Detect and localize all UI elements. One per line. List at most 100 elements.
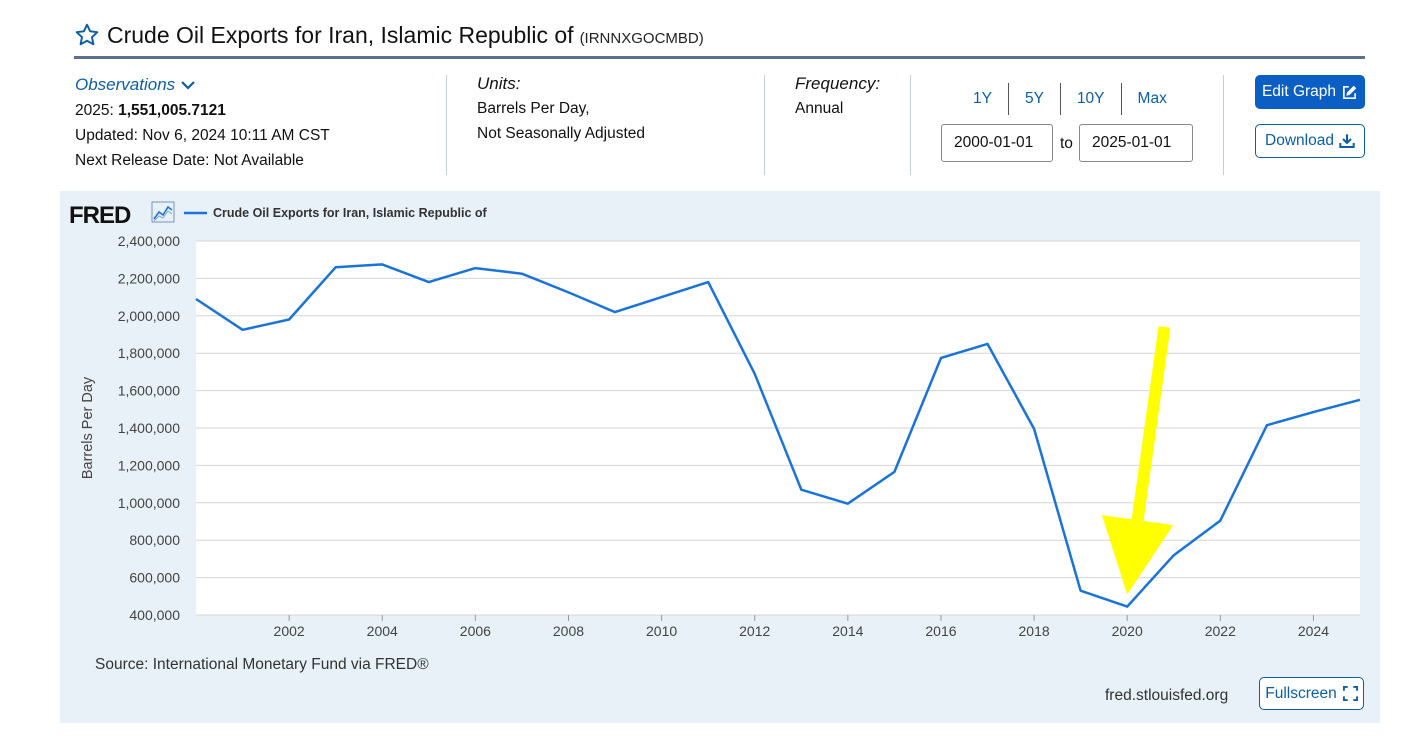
fullscreen-icon [1342, 686, 1358, 701]
x-tick-label: 2010 [646, 623, 677, 639]
y-tick-label: 1,400,000 [118, 420, 180, 436]
edit-icon [1343, 85, 1357, 99]
data-point[interactable] [705, 279, 711, 285]
range-buttons: 1Y 5Y 10Y Max [957, 83, 1183, 115]
edit-graph-button[interactable]: Edit Graph [1255, 75, 1365, 109]
data-point[interactable] [985, 341, 991, 347]
data-point[interactable] [798, 487, 804, 493]
data-point[interactable] [1310, 409, 1316, 415]
data-point[interactable] [752, 371, 758, 377]
to-label: to [1060, 135, 1073, 152]
download-label: Download [1265, 132, 1334, 149]
data-point[interactable] [1031, 426, 1037, 432]
frequency-label: Frequency: [795, 74, 881, 93]
y-tick-label: 400,000 [129, 607, 180, 623]
title-row: Crude Oil Exports for Iran, Islamic Repu… [74, 18, 704, 52]
y-axis-title: Barrels Per Day [80, 376, 96, 479]
end-date-input[interactable] [1079, 124, 1193, 162]
data-point[interactable] [240, 327, 246, 333]
data-point[interactable] [519, 271, 525, 277]
data-point[interactable] [333, 264, 339, 270]
data-point[interactable] [1078, 588, 1084, 594]
observations-label: Observations [75, 75, 176, 94]
download-icon [1339, 134, 1355, 148]
x-tick-label: 2024 [1298, 623, 1329, 639]
y-tick-label: 600,000 [129, 570, 180, 586]
y-tick-label: 2,000,000 [118, 308, 180, 324]
x-tick-label: 2022 [1205, 623, 1236, 639]
range-1y-button[interactable]: 1Y [973, 90, 992, 107]
divider [1120, 83, 1122, 115]
divider [1059, 83, 1061, 115]
units-line1: Barrels Per Day, [477, 100, 590, 117]
legend-label[interactable]: Crude Oil Exports for Iran, Islamic Repu… [213, 206, 488, 220]
y-tick-label: 800,000 [129, 532, 180, 548]
latest-value: 1,551,005.7121 [118, 102, 226, 119]
fred-logo: FRED [69, 202, 131, 229]
series-id: (IRNNXGOCMBD) [579, 29, 704, 47]
data-point[interactable] [1217, 518, 1223, 524]
units-label: Units: [477, 74, 521, 93]
range-5y-button[interactable]: 5Y [1024, 90, 1044, 107]
data-point[interactable] [891, 469, 897, 475]
updated-text: Updated: Nov 6, 2024 10:11 AM CST [75, 127, 330, 144]
x-tick-label: 2020 [1112, 623, 1143, 639]
range-max-button[interactable]: Max [1137, 90, 1167, 107]
chart-trend-icon [151, 201, 175, 223]
title-divider [74, 56, 1365, 59]
series-line[interactable] [195, 263, 1361, 608]
chart: FRED Crude Oil Exports for Iran, Islamic… [69, 201, 1363, 639]
edit-graph-label: Edit Graph [1261, 83, 1337, 100]
data-point[interactable] [659, 294, 665, 300]
data-point[interactable] [845, 501, 851, 507]
next-release-text: Next Release Date: Not Available [75, 152, 304, 169]
data-point[interactable] [472, 265, 478, 271]
divider [1223, 75, 1224, 175]
source-text: Source: International Monetary Fund via … [95, 656, 429, 673]
y-tick-label: 1,200,000 [118, 457, 180, 473]
latest-period: 2025: [75, 102, 114, 119]
chart-panel: FRED Crude Oil Exports for Iran, Islamic… [60, 191, 1380, 723]
data-point[interactable] [426, 279, 432, 285]
x-tick-label: 2002 [274, 623, 305, 639]
start-date-input[interactable] [941, 124, 1053, 162]
y-tick-label: 1,800,000 [118, 345, 180, 361]
y-tick-label: 1,600,000 [118, 383, 180, 399]
data-point[interactable] [379, 261, 385, 267]
fullscreen-label: Fullscreen [1265, 684, 1337, 702]
page-title: Crude Oil Exports for Iran, Islamic Repu… [107, 21, 574, 48]
x-tick-label: 2016 [925, 623, 956, 639]
download-button[interactable]: Download [1255, 124, 1365, 158]
star-icon[interactable] [74, 22, 100, 48]
observations-block: Observations 2025: 1,551,005.7121 Update… [75, 72, 330, 173]
units-block: Units: Barrels Per Day, Not Seasonally A… [477, 71, 645, 146]
frequency-value: Annual [795, 100, 844, 117]
data-point[interactable] [938, 355, 944, 361]
divider [1007, 83, 1009, 115]
data-point[interactable] [193, 296, 199, 302]
y-tick-label: 1,000,000 [118, 495, 180, 511]
chevron-down-icon [181, 80, 195, 90]
x-tick-label: 2018 [1019, 623, 1050, 639]
units-line2: Not Seasonally Adjusted [477, 125, 646, 142]
y-tick-label: 2,400,000 [118, 233, 180, 249]
data-point[interactable] [1357, 397, 1363, 403]
divider [910, 75, 911, 175]
x-tick-label: 2012 [739, 623, 770, 639]
frequency-block: Frequency: Annual [795, 71, 880, 121]
fullscreen-button[interactable]: Fullscreen [1259, 677, 1364, 710]
divider [446, 75, 447, 175]
data-point[interactable] [565, 289, 571, 295]
data-point[interactable] [612, 309, 618, 315]
credit-link[interactable]: fred.stlouisfed.org [1105, 687, 1229, 704]
range-10y-button[interactable]: 10Y [1076, 90, 1105, 107]
observations-dropdown[interactable]: Observations [75, 72, 196, 97]
x-tick-label: 2008 [553, 623, 584, 639]
annotation-arrow [1101, 326, 1174, 595]
divider [764, 75, 765, 175]
y-tick-label: 2,200,000 [118, 270, 180, 286]
data-point[interactable] [1124, 604, 1130, 610]
data-point[interactable] [1264, 422, 1270, 428]
data-point[interactable] [286, 317, 292, 323]
data-point[interactable] [1171, 552, 1177, 558]
